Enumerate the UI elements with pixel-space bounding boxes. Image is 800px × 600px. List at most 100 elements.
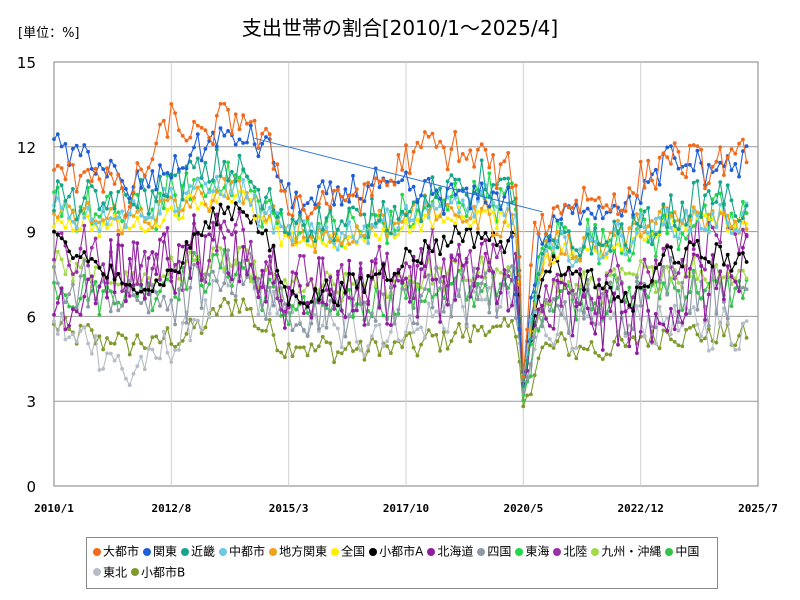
data-point-大都市 [476, 147, 480, 152]
data-point-地方関東 [744, 227, 749, 232]
data-point-四国 [108, 309, 113, 314]
data-point-関東 [453, 192, 458, 197]
data-point-近畿 [695, 179, 700, 183]
data-point-四国 [510, 264, 514, 269]
data-point-九州・沖縄 [177, 276, 181, 281]
data-point-小都市B [487, 329, 492, 334]
data-point-地方関東 [290, 242, 295, 247]
data-point-小都市B [120, 333, 124, 338]
data-point-関東 [89, 167, 94, 171]
data-point-小都市A [570, 272, 575, 276]
data-point-小都市B [290, 354, 295, 359]
data-point-東北 [691, 305, 696, 310]
data-point-地方関東 [241, 201, 246, 206]
data-point-全国 [294, 243, 299, 247]
data-point-全国 [169, 205, 174, 210]
data-point-地方関東 [180, 208, 185, 213]
data-point-小都市A [301, 301, 306, 306]
data-point-北陸 [741, 227, 745, 232]
data-point-近畿 [434, 195, 439, 200]
data-point-大都市 [301, 207, 306, 212]
data-point-小都市A [267, 248, 272, 253]
data-point-小都市B [532, 373, 537, 378]
data-point-大都市 [710, 164, 715, 169]
data-point-全国 [233, 194, 238, 198]
data-point-全国 [468, 224, 473, 229]
data-point-東北 [188, 338, 193, 343]
data-point-中都市 [343, 234, 348, 239]
data-point-中都市 [426, 215, 431, 220]
data-point-関東 [555, 218, 560, 223]
data-point-東北 [642, 334, 647, 339]
data-point-近畿 [135, 205, 140, 210]
data-point-四国 [741, 285, 745, 290]
data-point-近畿 [52, 208, 56, 213]
data-point-東北 [120, 366, 124, 371]
data-point-近畿 [301, 223, 306, 228]
data-point-近畿 [650, 242, 654, 247]
data-point-小都市A [63, 240, 68, 245]
data-point-小都市A [457, 231, 461, 236]
data-point-関東 [547, 238, 552, 243]
data-point-東北 [737, 347, 741, 352]
data-point-四国 [264, 317, 268, 321]
data-point-北海道 [351, 308, 355, 313]
data-point-地方関東 [86, 200, 90, 205]
data-point-地方関東 [237, 178, 242, 183]
data-point-北海道 [585, 306, 590, 311]
data-point-中国 [203, 290, 208, 294]
data-point-地方関東 [328, 240, 333, 244]
data-point-近畿 [347, 206, 352, 211]
data-point-四国 [55, 281, 60, 286]
data-point-東海 [453, 181, 458, 186]
data-point-小都市B [513, 334, 518, 339]
legend-item: 関東 [143, 541, 177, 562]
data-point-近畿 [566, 229, 571, 234]
data-point-北海道 [653, 312, 658, 316]
y-tick-label: 6 [26, 308, 36, 326]
data-point-小都市A [169, 268, 174, 273]
data-point-九州・沖縄 [192, 258, 196, 263]
data-point-中国 [101, 289, 106, 293]
data-point-中都市 [699, 226, 704, 231]
data-point-四国 [582, 316, 586, 321]
data-point-九州・沖縄 [59, 257, 64, 262]
data-point-北海道 [638, 330, 643, 334]
data-point-中国 [184, 287, 189, 291]
data-point-東北 [154, 356, 159, 360]
data-point-小都市A [233, 201, 238, 206]
data-point-大都市 [536, 232, 541, 236]
data-point-中都市 [97, 229, 102, 234]
data-point-北陸 [593, 311, 598, 316]
data-point-小都市A [737, 252, 741, 257]
data-point-四国 [438, 279, 442, 284]
data-point-中都市 [286, 223, 291, 228]
data-point-九州・沖縄 [494, 267, 499, 272]
data-point-関東 [657, 182, 662, 187]
data-point-地方関東 [457, 214, 461, 219]
data-point-小都市B [430, 333, 435, 338]
data-point-東海 [120, 219, 124, 224]
data-point-北陸 [233, 222, 238, 227]
data-point-小都市A [332, 300, 336, 305]
data-point-北海道 [646, 308, 651, 313]
data-point-小都市A [71, 256, 75, 261]
data-point-近畿 [744, 203, 749, 208]
data-point-九州・沖縄 [650, 265, 654, 269]
data-point-小都市A [574, 269, 579, 274]
data-point-地方関東 [142, 220, 147, 224]
data-point-中国 [688, 290, 692, 295]
data-point-四国 [248, 251, 253, 256]
data-point-北海道 [336, 269, 340, 274]
data-point-中都市 [358, 234, 363, 239]
data-point-四国 [252, 285, 257, 290]
data-point-東海 [665, 231, 670, 236]
data-point-関東 [192, 145, 196, 150]
y-tick-label: 9 [26, 224, 36, 242]
data-point-小都市B [551, 346, 556, 350]
data-point-北陸 [559, 304, 564, 308]
data-point-関東 [245, 140, 249, 145]
data-point-小都市B [566, 353, 571, 357]
data-point-大都市 [78, 173, 83, 178]
data-point-東海 [158, 191, 162, 196]
